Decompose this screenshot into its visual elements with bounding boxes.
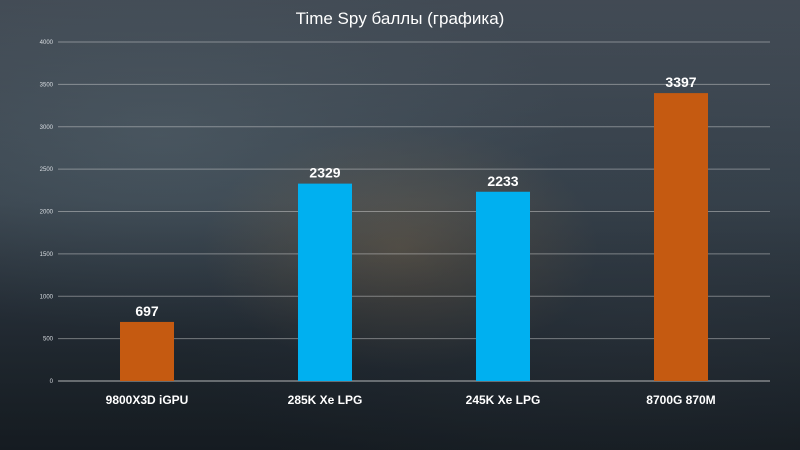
bar [476, 191, 530, 381]
gridlines [58, 41, 770, 382]
y-tick-label: 4000 [40, 40, 54, 46]
x-axis-labels: 9800X3D iGPU 285K Xe LPG 245K Xe LPG 8700G … [106, 393, 716, 407]
y-tick-label: 1500 [40, 252, 54, 258]
chart-title: Time Spy баллы (графика) [296, 9, 505, 28]
y-tick-label: 2500 [40, 167, 54, 173]
x-category-label: 285K Xe LPG [288, 393, 363, 407]
bar [298, 183, 352, 381]
data-label: 3397 [665, 74, 696, 90]
data-label: 2233 [487, 173, 518, 189]
y-tick-label: 500 [43, 337, 54, 343]
bar [654, 93, 708, 381]
x-category-label: 8700G 870M [646, 393, 715, 407]
x-category-label: 245K Xe LPG [466, 393, 541, 407]
y-axis-ticks: 0 500 1000 1500 2000 2500 3000 3500 4000 [40, 40, 54, 385]
y-tick-label: 3500 [40, 82, 54, 88]
bars [120, 93, 708, 381]
y-tick-label: 3000 [40, 125, 54, 131]
data-label: 697 [135, 303, 159, 319]
y-tick-label: 0 [50, 379, 54, 385]
data-labels: 697 2329 2233 3397 [135, 74, 696, 319]
y-tick-label: 1000 [40, 294, 54, 300]
bar [120, 321, 174, 381]
y-tick-label: 2000 [40, 210, 54, 216]
data-label: 2329 [309, 165, 340, 181]
x-category-label: 9800X3D iGPU [106, 393, 189, 407]
